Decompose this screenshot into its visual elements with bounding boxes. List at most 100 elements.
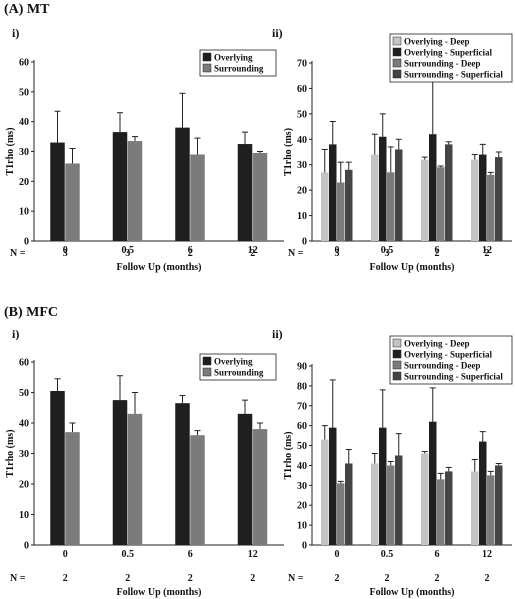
legend-label: Surrounding - Deep (404, 59, 480, 69)
legend-label: Surrounding - Superficial (404, 70, 503, 80)
bar (65, 163, 80, 241)
y-tick-label: 30 (19, 449, 29, 460)
bar (371, 463, 379, 545)
y-tick-label: 30 (297, 160, 307, 171)
legend-swatch (202, 63, 212, 73)
legend-label: Surrounding (214, 368, 264, 378)
legend-box (199, 49, 277, 77)
y-axis-label: T1rho (ms) (283, 431, 294, 479)
n-value: 2 (485, 573, 490, 584)
legend-swatch (392, 58, 402, 68)
bar (471, 471, 479, 545)
bar (175, 127, 190, 241)
bar (65, 432, 80, 545)
y-tick-label: 20 (19, 480, 29, 491)
n-value: 3 (385, 248, 390, 259)
bar (429, 421, 437, 545)
bar (495, 157, 503, 241)
section-a-left-label: i) (12, 26, 20, 40)
y-tick-label: 0 (24, 237, 29, 248)
bar (127, 141, 143, 241)
n-value: 3 (335, 248, 340, 259)
legend-box (389, 335, 513, 385)
y-tick-label: 10 (297, 211, 307, 222)
bar (190, 435, 205, 545)
n-value: 2 (125, 573, 130, 584)
bar (237, 413, 253, 545)
bar (437, 167, 445, 241)
chart-B-ii: 0 10 20 30 40 50 60 70 80 90 T1rho (ms) 0 2 0.5 2 6 2 12 2… (283, 335, 513, 598)
bar (421, 159, 429, 241)
x-tick-label: 0.5 (381, 549, 394, 560)
bar (337, 483, 345, 545)
bar (345, 169, 353, 241)
n-value: 2 (188, 573, 193, 584)
bar (437, 479, 445, 545)
bar (495, 465, 503, 545)
bar (112, 132, 128, 241)
bar (252, 429, 268, 545)
bar (175, 403, 190, 545)
n-label: N = (10, 573, 26, 584)
y-tick-label: 40 (19, 117, 29, 128)
y-tick-label: 10 (297, 521, 307, 532)
legend-swatch (202, 367, 212, 377)
legend-label: Overlying - Superficial (404, 48, 492, 58)
n-label: N = (288, 248, 304, 259)
legend-swatch (392, 36, 402, 46)
legend-label: Surrounding - Superficial (404, 372, 503, 382)
y-tick-label: 0 (302, 541, 307, 552)
x-tick-label: 6 (188, 549, 193, 560)
section-b-left-label: i) (12, 327, 20, 341)
bar (395, 455, 403, 545)
x-tick-label: 0.5 (122, 245, 135, 256)
bar (329, 144, 337, 241)
y-tick-label: 40 (19, 419, 29, 430)
y-tick-label: 60 (297, 84, 307, 95)
y-tick-label: 90 (297, 362, 307, 373)
y-tick-label: 40 (297, 135, 307, 146)
bar (127, 413, 143, 545)
x-tick-label: 6 (188, 245, 193, 256)
n-value: 2 (385, 573, 390, 584)
x-tick-label: 12 (248, 549, 258, 560)
y-tick-label: 30 (297, 481, 307, 492)
section-b-label: (B) MFC (4, 305, 59, 320)
bar (321, 172, 329, 241)
legend-swatch (392, 69, 402, 79)
legend-label: Surrounding (214, 64, 264, 74)
bar (190, 154, 205, 241)
y-tick-label: 50 (297, 441, 307, 452)
x-tick-label: 0 (63, 549, 68, 560)
n-value: 2 (63, 573, 68, 584)
legend-box (389, 33, 513, 83)
bar (479, 154, 487, 241)
legend-label: Overlying - Deep (404, 37, 470, 47)
y-axis-label: T1rho (ms) (283, 128, 294, 176)
section-a-right-label: ii) (272, 26, 283, 40)
n-value: 3 (125, 248, 130, 259)
legend-label: Overlying - Superficial (404, 350, 492, 360)
y-tick-label: 70 (297, 59, 307, 70)
y-tick-label: 60 (297, 421, 307, 432)
n-label: N = (288, 573, 304, 584)
bar (471, 159, 479, 241)
y-tick-label: 60 (19, 358, 29, 369)
legend-swatch (392, 360, 402, 370)
n-value: 2 (250, 573, 255, 584)
bar (445, 144, 453, 241)
bar (395, 149, 403, 241)
n-value: 2 (335, 573, 340, 584)
section-b-right-label: ii) (272, 327, 283, 341)
n-value: 2 (250, 248, 255, 259)
bar (329, 427, 337, 545)
legend-box (199, 353, 277, 381)
x-tick-label: 6 (435, 245, 440, 256)
legend-swatch (392, 371, 402, 381)
y-tick-label: 30 (19, 147, 29, 158)
bar (50, 142, 65, 241)
bar (387, 172, 395, 241)
bar (479, 441, 487, 545)
